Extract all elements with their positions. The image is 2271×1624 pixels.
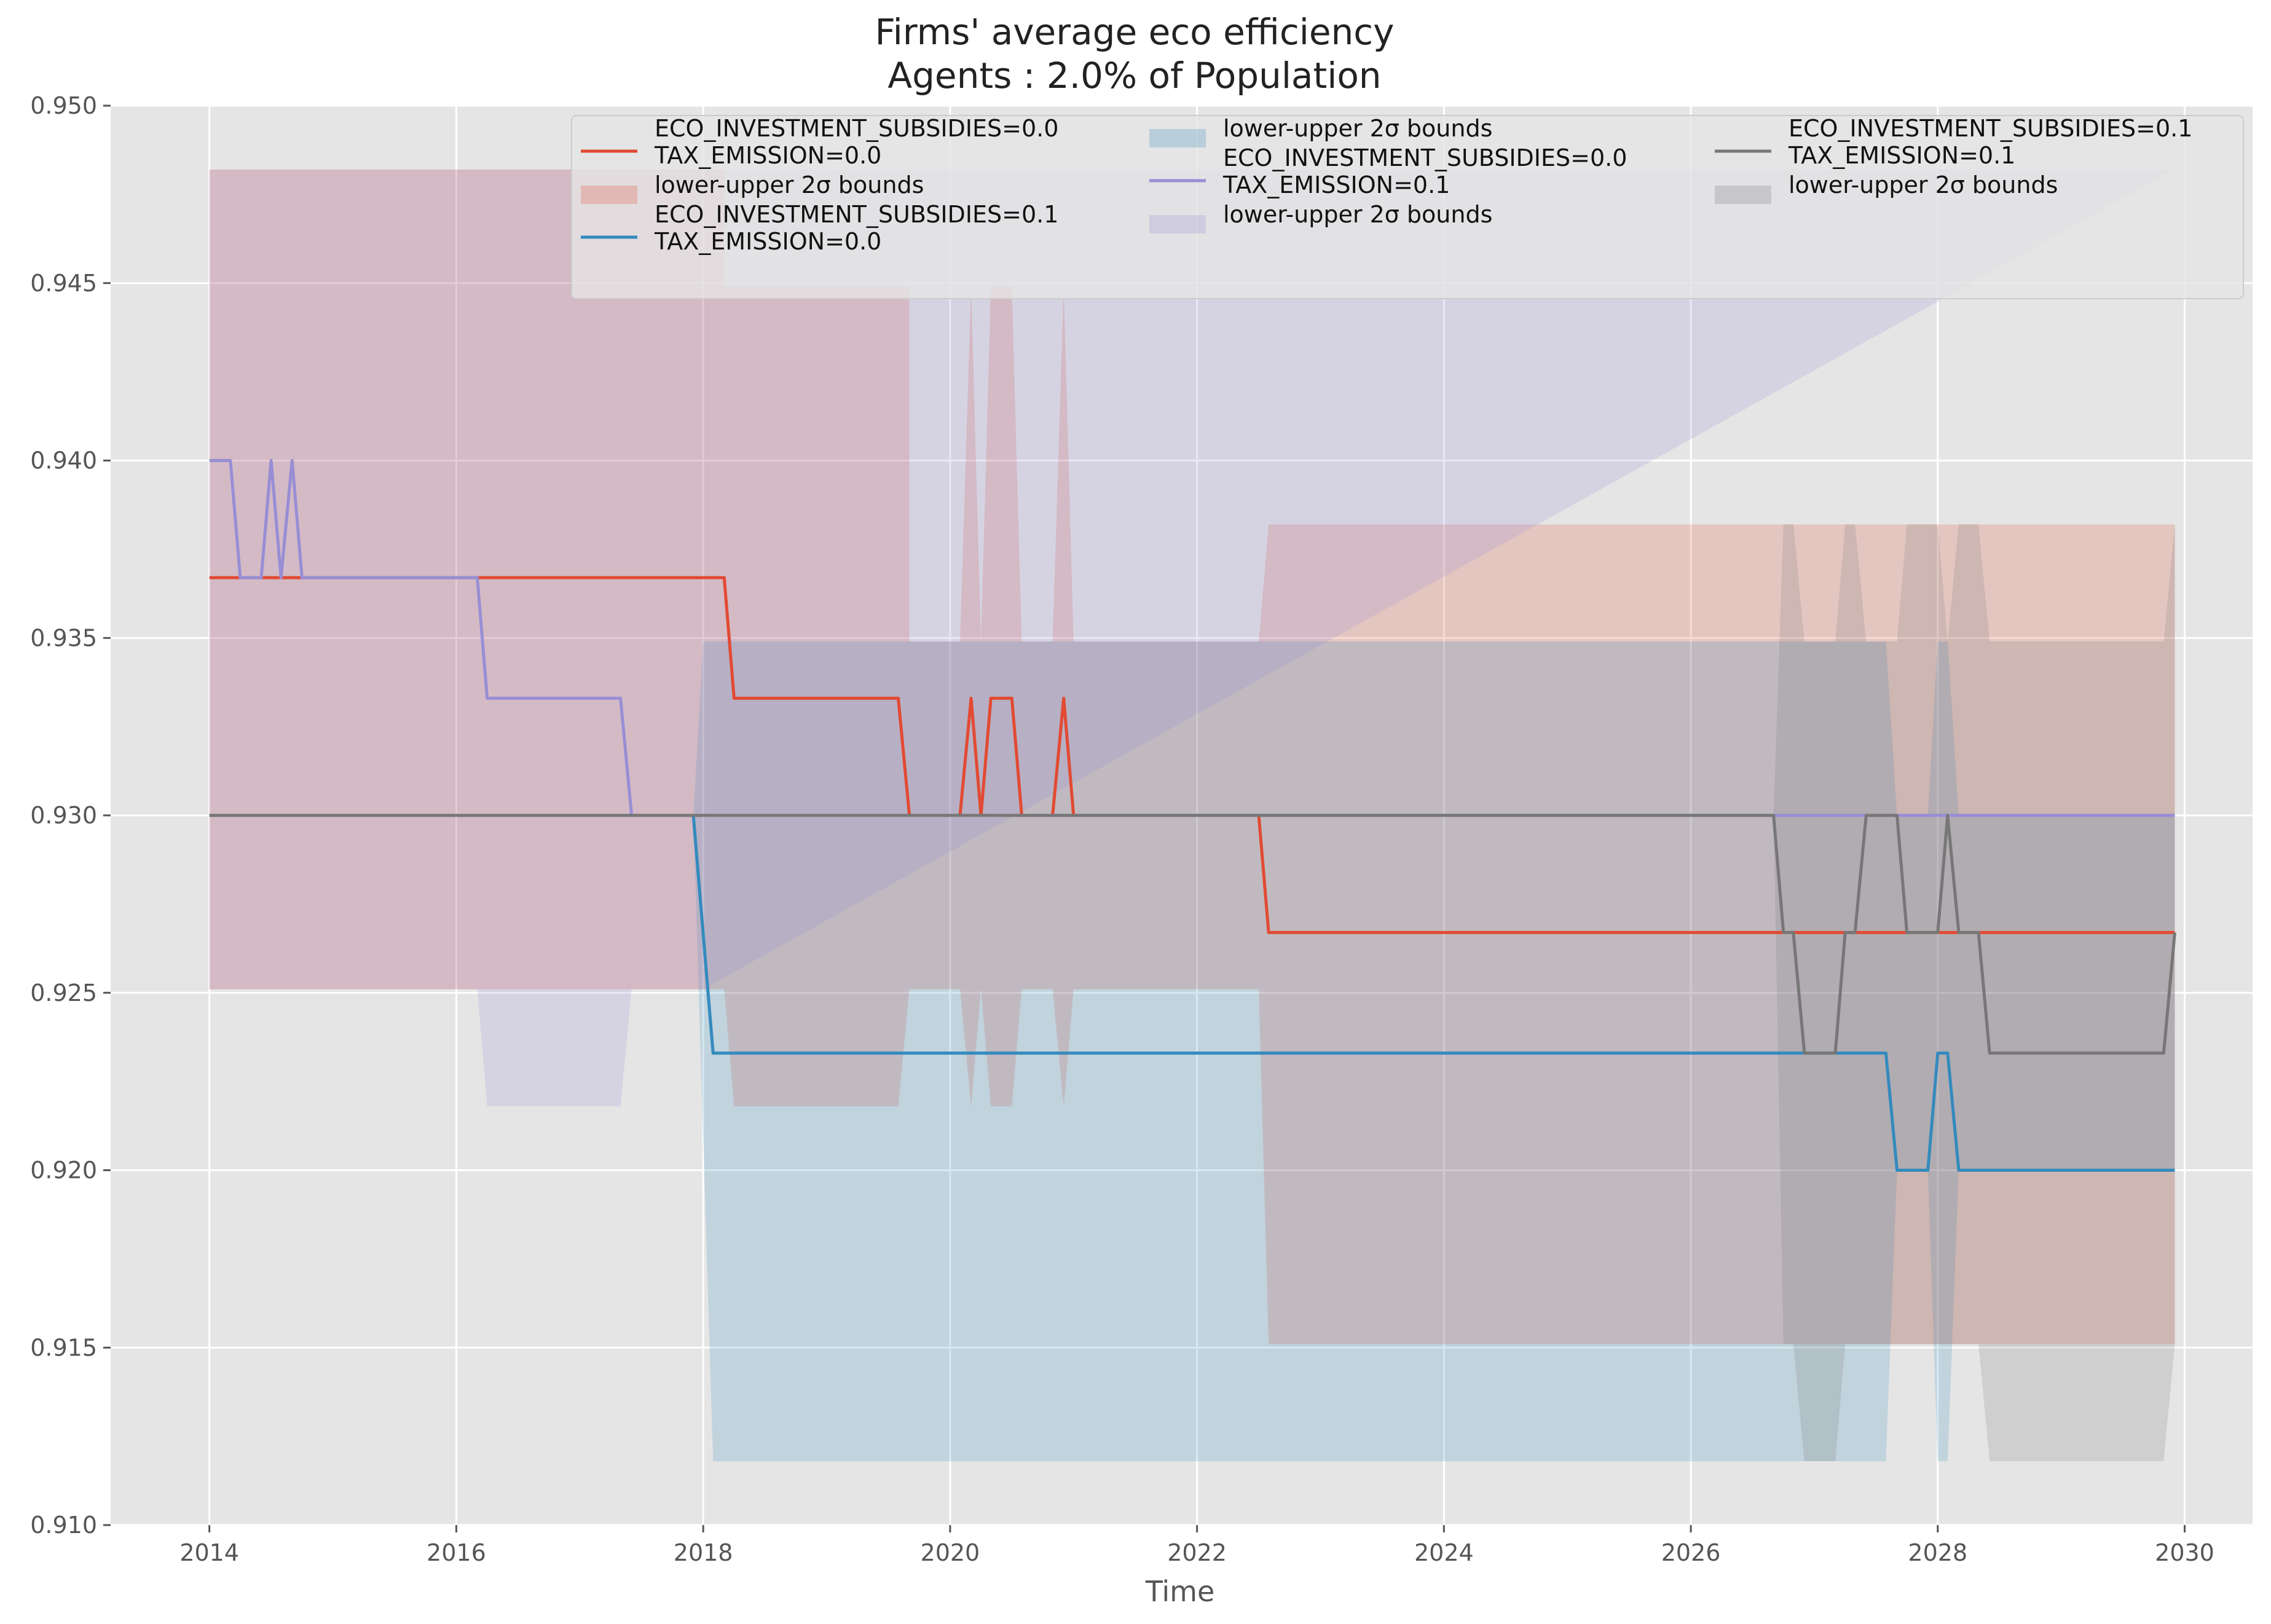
x-axis-ticks: 2014 2016 2018 2020 2022 2024 2026 2028 2030 — [179, 1525, 2214, 1566]
x-tick-label: 2030 — [2155, 1539, 2214, 1566]
y-tick-label: 0.940 — [30, 447, 97, 474]
y-tick-label: 0.950 — [30, 92, 97, 119]
legend-entry-text: lower-upper 2σ bounds — [1223, 115, 1492, 142]
series-lines — [209, 459, 2176, 1172]
legend-entry-text: TAX_EMISSION=0.0 — [654, 228, 881, 255]
x-tick-label: 2022 — [1167, 1539, 1227, 1566]
legend-band-swatch — [1149, 215, 1206, 233]
y-tick-label: 0.920 — [30, 1157, 97, 1184]
legend-entry-text: ECO_INVESTMENT_SUBSIDIES=0.0 — [1223, 144, 1627, 171]
series-line-3 — [209, 814, 2176, 1055]
legend-band-swatch — [1715, 186, 1771, 204]
sigma-band-series-1 — [209, 641, 2175, 1462]
y-tick-label: 0.915 — [30, 1334, 97, 1361]
legend-entry-text: lower-upper 2σ bounds — [655, 171, 924, 198]
legend-entry-text: ECO_INVESTMENT_SUBSIDIES=0.1 — [1789, 115, 2192, 142]
legend-entry-text: TAX_EMISSION=0.1 — [1222, 171, 1450, 198]
legend-entry-text: TAX_EMISSION=0.0 — [654, 142, 881, 169]
sigma-band-series-0 — [209, 169, 2175, 1344]
legend-box — [571, 115, 2244, 299]
x-axis-label: Time — [1145, 1575, 1215, 1608]
x-tick-label: 2020 — [921, 1539, 980, 1566]
series-line-2 — [209, 459, 2175, 817]
legend-entry-text: TAX_EMISSION=0.1 — [1788, 142, 2015, 169]
x-tick-label: 2018 — [674, 1539, 733, 1566]
y-axis-ticks: 0.910 0.915 0.920 0.925 0.930 0.935 0.940 0.945… — [30, 92, 111, 1539]
legend-entry-text: ECO_INVESTMENT_SUBSIDIES=0.0 — [655, 115, 1058, 142]
sigma-bands — [209, 169, 2175, 1462]
y-tick-label: 0.930 — [30, 802, 97, 829]
legend-band-swatch — [581, 186, 637, 204]
legend-entry-text: lower-upper 2σ bounds — [1223, 201, 1492, 228]
chart-subtitle: Agents : 2.0% of Population — [888, 55, 1381, 96]
legend-band-swatch — [1149, 129, 1206, 147]
x-tick-label: 2014 — [179, 1539, 239, 1566]
series-line-1 — [209, 814, 2175, 1172]
legend-entry-text: lower-upper 2σ bounds — [1789, 171, 2058, 198]
x-tick-label: 2016 — [427, 1539, 486, 1566]
legend: ECO_INVESTMENT_SUBSIDIES=0.0TAX_EMISSION… — [571, 115, 2244, 299]
y-tick-label: 0.935 — [30, 624, 97, 651]
x-tick-label: 2028 — [1908, 1539, 1967, 1566]
sigma-band-series-3 — [209, 524, 2175, 1462]
x-tick-label: 2026 — [1661, 1539, 1721, 1566]
legend-entry-text: ECO_INVESTMENT_SUBSIDIES=0.1 — [655, 201, 1058, 228]
y-tick-label: 0.910 — [30, 1512, 97, 1539]
chart-title: Firms' average eco efficiency — [875, 11, 1395, 53]
y-tick-label: 0.925 — [30, 979, 97, 1006]
sigma-band-series-2 — [209, 169, 2175, 1107]
y-tick-label: 0.945 — [30, 270, 97, 297]
x-tick-label: 2024 — [1414, 1539, 1474, 1566]
